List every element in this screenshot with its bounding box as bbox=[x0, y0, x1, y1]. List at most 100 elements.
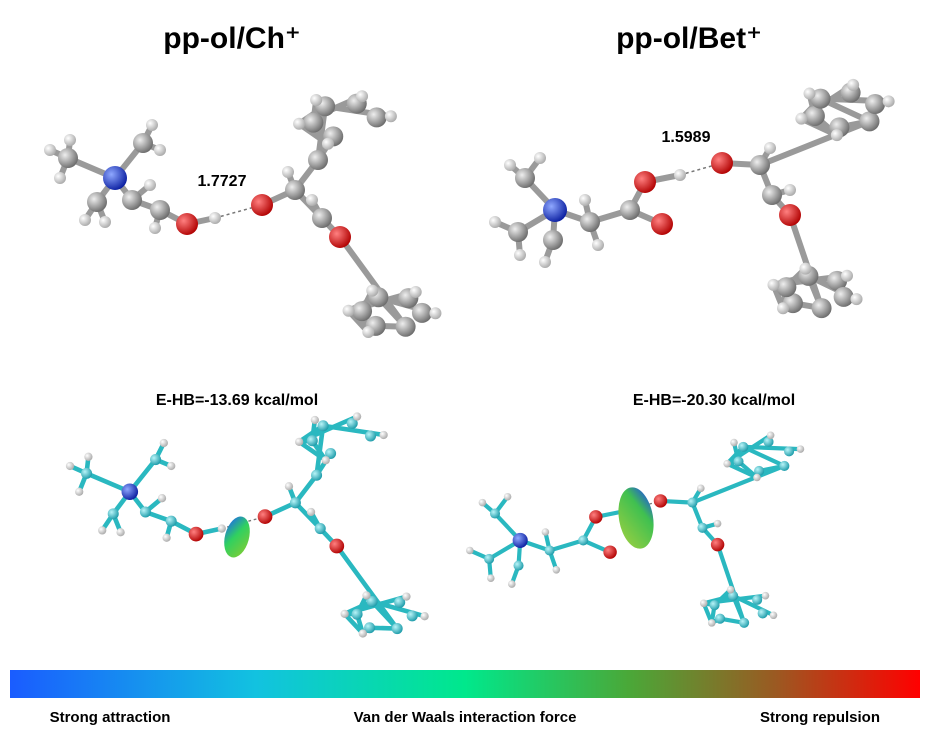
atom bbox=[176, 213, 198, 235]
atom bbox=[504, 159, 516, 171]
atom bbox=[157, 494, 167, 503]
atom bbox=[54, 172, 66, 184]
atom bbox=[317, 420, 329, 432]
atom bbox=[303, 112, 324, 133]
bond bbox=[787, 212, 825, 312]
atom bbox=[159, 438, 168, 448]
atom bbox=[311, 469, 323, 481]
atom bbox=[726, 585, 735, 594]
atom bbox=[707, 619, 716, 627]
atom bbox=[711, 152, 733, 174]
atom bbox=[188, 526, 204, 542]
molecule bbox=[44, 90, 442, 339]
atom bbox=[351, 608, 363, 620]
hbond-energy: E-HB=-20.30 kcal/mol bbox=[633, 392, 795, 409]
atom bbox=[366, 107, 387, 128]
atom bbox=[466, 546, 474, 555]
atom bbox=[513, 560, 524, 571]
atom bbox=[312, 208, 332, 228]
atom bbox=[766, 431, 775, 440]
atom bbox=[133, 133, 153, 153]
atom bbox=[352, 412, 362, 421]
atom bbox=[364, 622, 376, 634]
scale-label: Strong attraction bbox=[50, 709, 171, 726]
atom bbox=[365, 430, 377, 442]
atom bbox=[306, 435, 318, 447]
atom bbox=[769, 611, 778, 620]
bond bbox=[715, 542, 747, 625]
atom bbox=[346, 417, 358, 429]
atom bbox=[310, 415, 320, 425]
atom bbox=[84, 452, 93, 461]
atom bbox=[154, 144, 166, 156]
bond bbox=[690, 463, 787, 505]
atom bbox=[804, 105, 825, 126]
atom bbox=[121, 483, 139, 501]
molecule bbox=[489, 78, 895, 319]
atom bbox=[508, 222, 528, 242]
atom bbox=[295, 437, 304, 446]
interaction-isosurface bbox=[618, 487, 654, 549]
atom bbox=[329, 226, 351, 248]
scale-label: Strong repulsion bbox=[760, 709, 880, 726]
atom bbox=[409, 285, 422, 298]
atom bbox=[478, 498, 487, 507]
atom bbox=[257, 509, 273, 524]
atom bbox=[687, 497, 698, 508]
atom bbox=[697, 522, 708, 533]
bond bbox=[293, 472, 319, 506]
atom bbox=[882, 95, 895, 108]
atom bbox=[107, 508, 119, 520]
atom bbox=[65, 461, 75, 471]
atom bbox=[314, 523, 326, 535]
scale-label: Van der Waals interaction force bbox=[354, 709, 577, 726]
atom bbox=[730, 438, 738, 447]
atom bbox=[366, 595, 378, 608]
atom bbox=[306, 507, 316, 517]
atom bbox=[150, 200, 170, 220]
atom bbox=[402, 592, 411, 601]
atom bbox=[865, 94, 886, 115]
atom bbox=[514, 249, 526, 261]
atom bbox=[603, 545, 617, 559]
atom bbox=[150, 454, 162, 466]
atom bbox=[541, 528, 550, 536]
atom bbox=[753, 473, 761, 482]
bond bbox=[547, 538, 586, 553]
atom bbox=[122, 190, 142, 210]
bond bbox=[725, 461, 760, 480]
atom bbox=[762, 185, 782, 205]
atom bbox=[764, 142, 776, 154]
atom bbox=[420, 612, 429, 621]
atom bbox=[674, 169, 686, 181]
atom bbox=[754, 465, 765, 476]
atom bbox=[830, 129, 843, 142]
atom bbox=[767, 278, 780, 291]
atom bbox=[379, 430, 388, 440]
atom bbox=[321, 137, 334, 150]
atom bbox=[859, 111, 880, 132]
atom bbox=[75, 487, 84, 496]
panel-title: pp-ol/Bet⁺ bbox=[616, 22, 762, 55]
atom bbox=[757, 608, 768, 619]
atom bbox=[395, 316, 416, 337]
atom bbox=[552, 566, 561, 574]
atom bbox=[739, 617, 750, 628]
atom bbox=[795, 112, 808, 125]
atom bbox=[508, 580, 516, 588]
hbond-distance: 1.7727 bbox=[198, 173, 247, 190]
atom bbox=[310, 94, 323, 107]
bond bbox=[757, 118, 873, 168]
hydrogen-bond bbox=[214, 204, 263, 219]
atom bbox=[98, 526, 107, 535]
atom bbox=[534, 152, 546, 164]
atom bbox=[103, 166, 127, 190]
hbond-distance: 1.5989 bbox=[662, 129, 711, 146]
molecule bbox=[65, 412, 429, 638]
atom bbox=[394, 596, 406, 608]
atom bbox=[634, 171, 656, 193]
atom bbox=[733, 456, 744, 467]
bond bbox=[337, 234, 409, 330]
atom bbox=[512, 532, 528, 548]
atom bbox=[543, 198, 567, 222]
